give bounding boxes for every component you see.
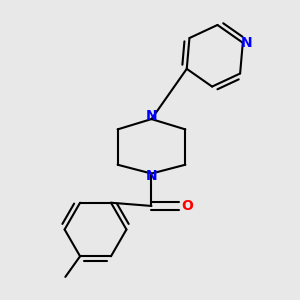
Text: O: O — [181, 199, 193, 213]
Text: N: N — [241, 36, 252, 50]
Text: N: N — [146, 169, 157, 184]
Text: N: N — [146, 109, 157, 123]
